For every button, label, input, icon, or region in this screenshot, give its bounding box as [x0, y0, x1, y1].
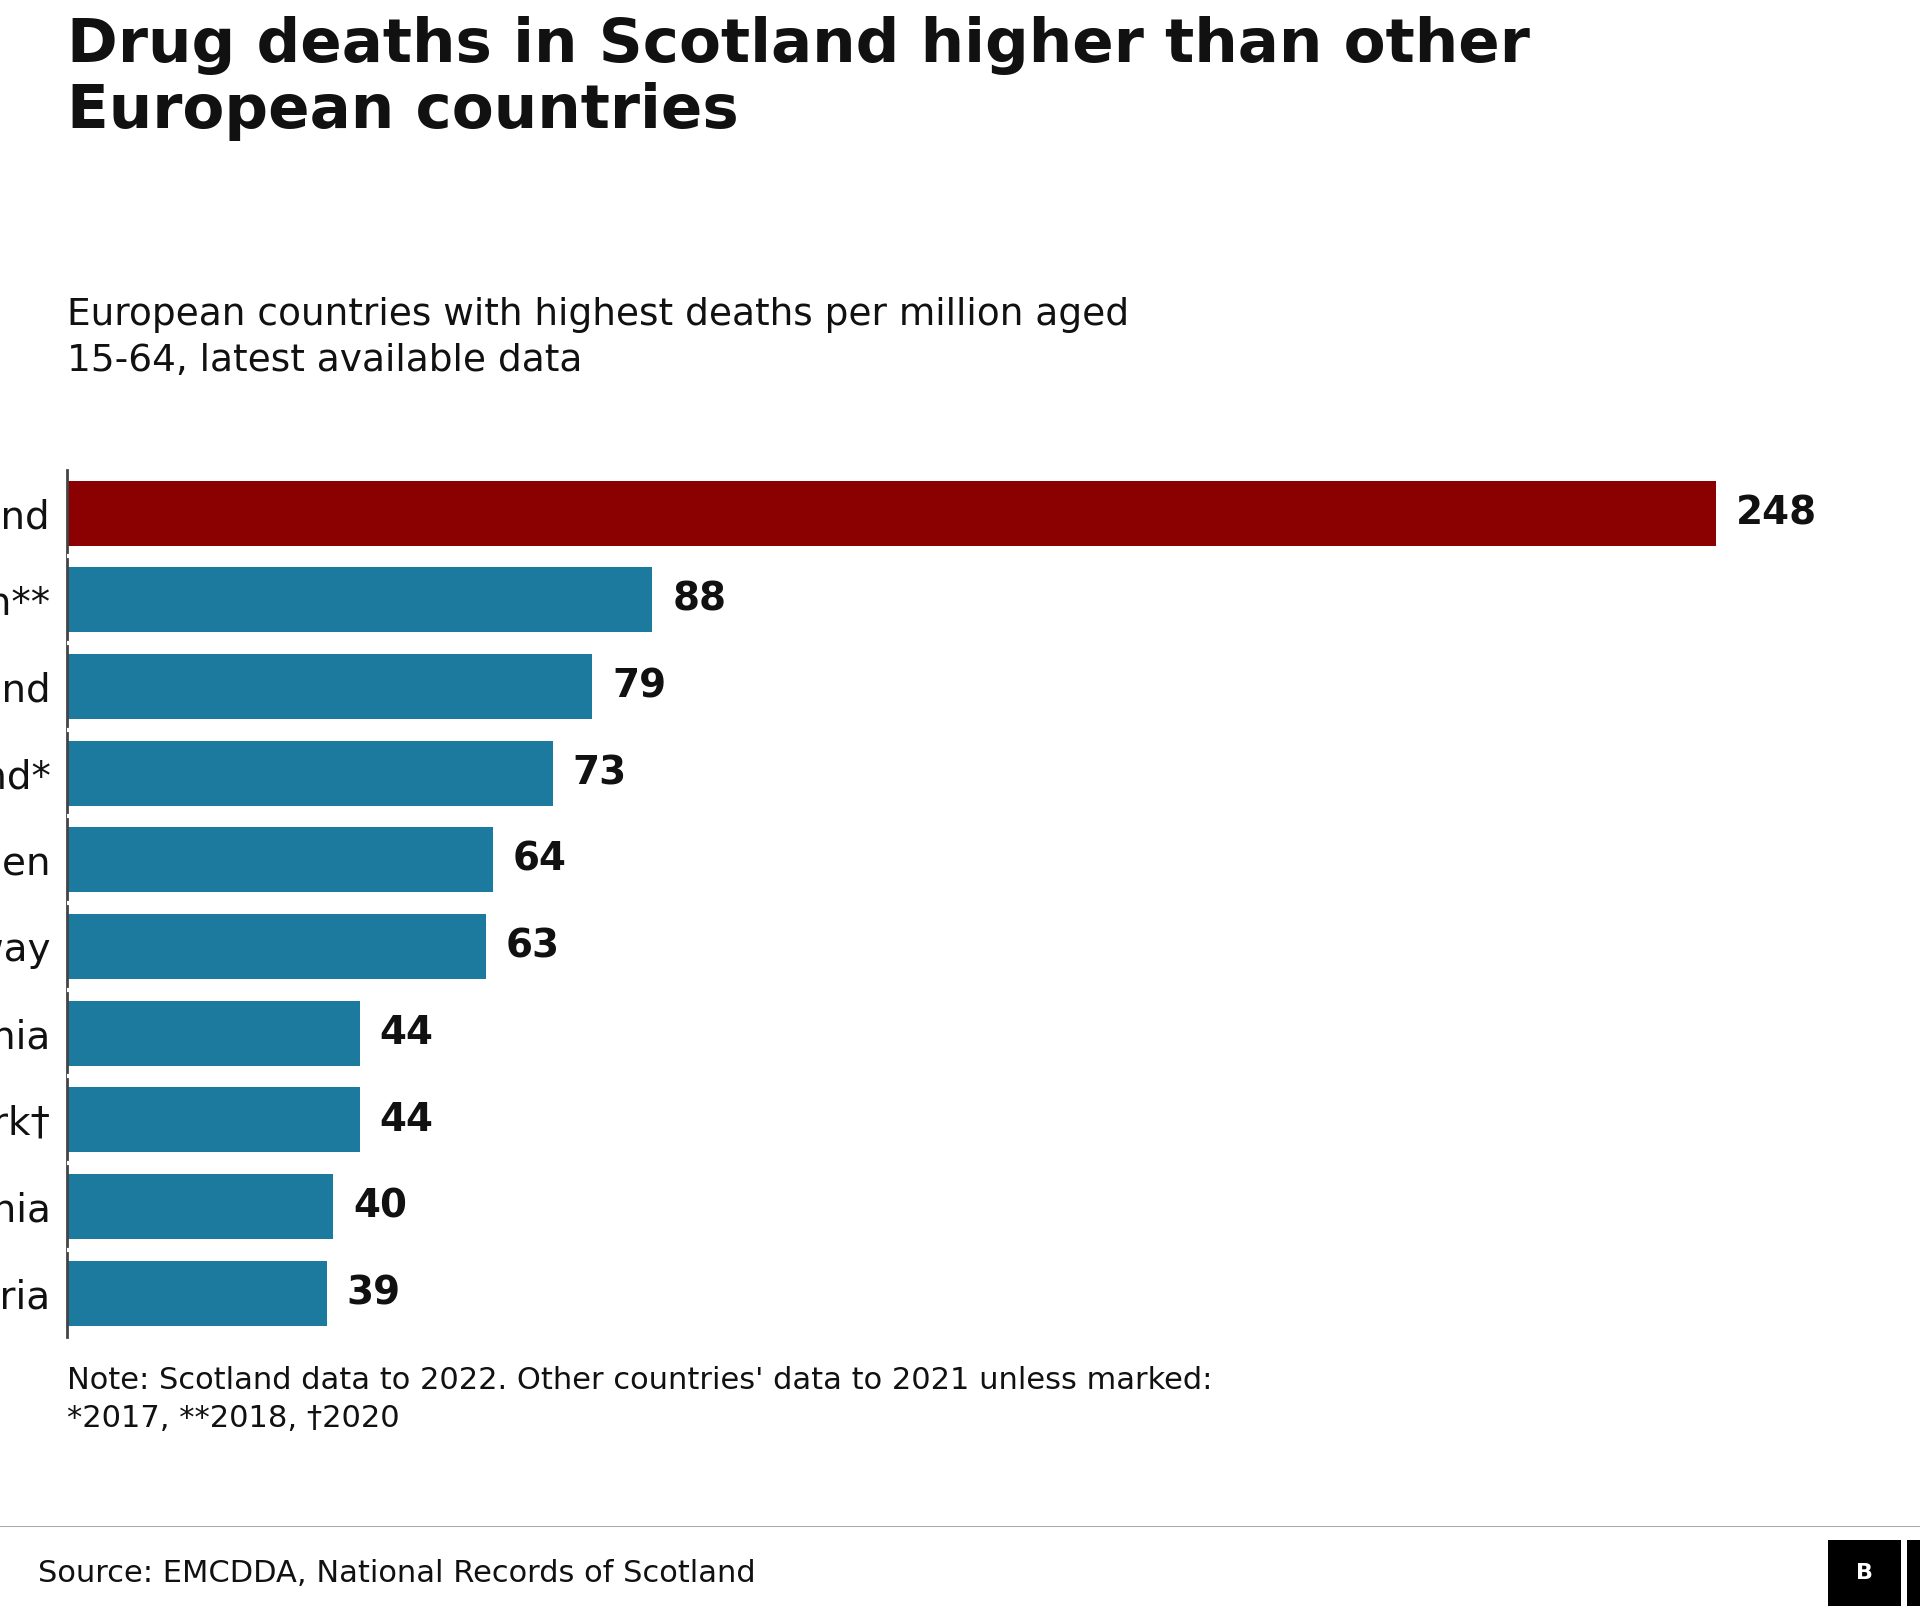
Text: Note: Scotland data to 2022. Other countries' data to 2021 unless marked:
*2017,: Note: Scotland data to 2022. Other count…	[67, 1366, 1213, 1432]
Text: Source: EMCDDA, National Records of Scotland: Source: EMCDDA, National Records of Scot…	[38, 1558, 756, 1588]
Bar	[67, 1260, 326, 1325]
Text: Drug deaths in Scotland higher than other
European countries: Drug deaths in Scotland higher than othe…	[67, 16, 1530, 141]
Bar	[67, 654, 593, 719]
Bar	[1828, 1541, 1901, 1605]
Text: 44: 44	[380, 1102, 434, 1139]
Text: 44: 44	[380, 1014, 434, 1051]
Text: European countries with highest deaths per million aged
15-64, latest available : European countries with highest deaths p…	[67, 296, 1129, 379]
Bar	[67, 1174, 334, 1239]
Bar	[67, 740, 553, 805]
Bar	[67, 1087, 359, 1152]
Bar	[67, 914, 486, 978]
Bar	[1907, 1541, 1920, 1605]
Text: 248: 248	[1736, 494, 1816, 531]
Bar	[67, 567, 653, 632]
Text: 64: 64	[513, 841, 566, 878]
Text: 73: 73	[572, 755, 626, 792]
Text: 79: 79	[612, 667, 666, 705]
Text: B: B	[1857, 1563, 1872, 1583]
Bar	[67, 828, 493, 893]
Bar	[67, 1001, 359, 1066]
Text: 63: 63	[507, 928, 561, 966]
Text: 40: 40	[353, 1187, 407, 1225]
Bar	[67, 481, 1716, 546]
Text: 88: 88	[672, 582, 726, 619]
Text: 39: 39	[346, 1275, 401, 1312]
